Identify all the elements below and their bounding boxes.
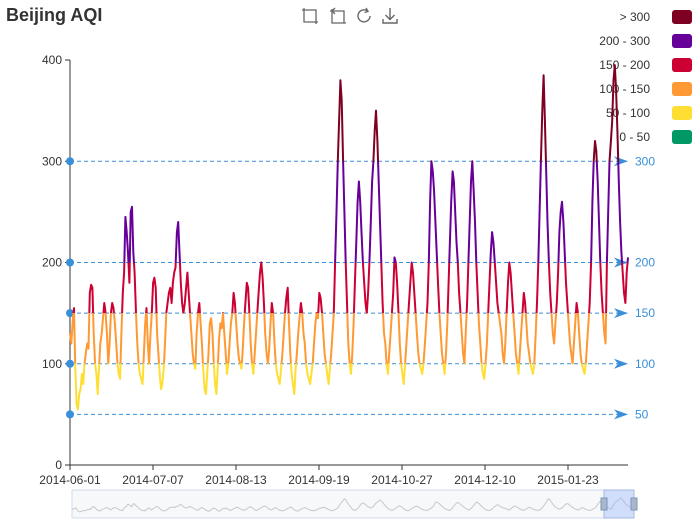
mark-line-label: 200: [635, 256, 655, 270]
x-tick-label: 2014-08-13: [205, 473, 267, 487]
y-tick-label: 0: [55, 458, 62, 472]
data-zoom-track: [71, 489, 635, 519]
legend-swatch: [672, 130, 692, 144]
data-zoom-handle: [600, 497, 608, 511]
mark-line-arrow: [614, 409, 628, 420]
legend-item[interactable]: 200 - 300: [584, 34, 694, 48]
legend-swatch: [672, 106, 692, 120]
legend-label: 150 - 200: [599, 58, 650, 72]
toolbox: [300, 6, 404, 26]
mark-line-arrow: [614, 308, 628, 319]
x-tick-label: 2014-12-10: [454, 473, 516, 487]
y-tick-label: 400: [42, 53, 62, 67]
y-tick-label: 200: [42, 256, 62, 270]
zoom-icon[interactable]: [300, 6, 320, 26]
legend-swatch: [672, 58, 692, 72]
legend-swatch: [672, 34, 692, 48]
legend-swatch: [672, 10, 692, 24]
zoom-reset-icon[interactable]: [328, 6, 348, 26]
legend-item[interactable]: 100 - 150: [584, 82, 694, 96]
x-tick-label: 2014-07-07: [122, 473, 184, 487]
mark-line-start-dot: [66, 309, 74, 318]
data-zoom-window: [603, 489, 635, 519]
mark-line-start-dot: [66, 157, 74, 166]
legend-label: > 300: [619, 10, 650, 24]
x-tick-label: 2015-01-23: [537, 473, 599, 487]
mark-line-arrow: [614, 358, 628, 369]
mark-line-start-dot: [66, 410, 74, 419]
legend-item[interactable]: > 300: [584, 10, 694, 24]
data-zoom-handle: [630, 497, 638, 511]
mark-line-label: 100: [635, 357, 655, 371]
mark-line-label: 150: [635, 306, 655, 320]
legend-swatch: [672, 82, 692, 96]
y-tick-label: 100: [42, 357, 62, 371]
mark-line-label: 50: [635, 407, 649, 421]
x-tick-label: 2014-10-27: [371, 473, 433, 487]
mark-line-start-dot: [66, 359, 74, 368]
mark-line-start-dot: [66, 258, 74, 267]
legend-label: 100 - 150: [599, 82, 650, 96]
mark-line-arrow: [614, 257, 628, 268]
save-as-image-icon[interactable]: [380, 6, 400, 26]
restore-icon[interactable]: [354, 6, 374, 26]
legend-label: 200 - 300: [599, 34, 650, 48]
legend-item[interactable]: 0 - 50: [584, 130, 694, 144]
data-zoom-preview-line: [71, 497, 635, 513]
legend-item[interactable]: 150 - 200: [584, 58, 694, 72]
x-tick-label: 2014-06-01: [39, 473, 101, 487]
x-tick-label: 2014-09-19: [288, 473, 350, 487]
y-tick-label: 300: [42, 154, 62, 168]
aqi-series-line: [69, 64, 629, 411]
mark-line-label: 300: [635, 154, 655, 168]
chart-title: Beijing AQI: [6, 5, 103, 25]
legend-label: 0 - 50: [619, 130, 650, 144]
